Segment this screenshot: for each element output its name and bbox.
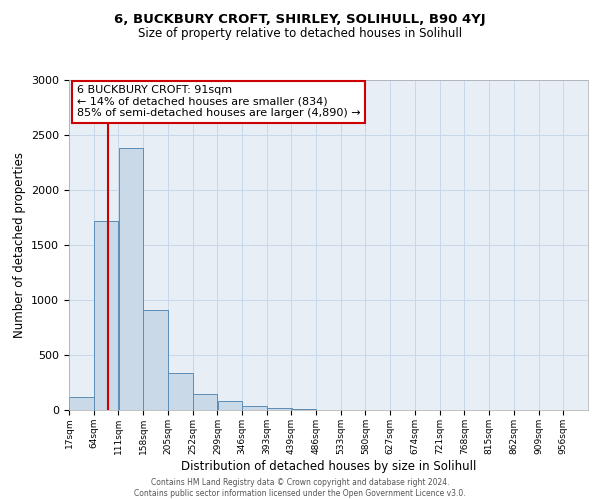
Bar — [143, 310, 168, 410]
Bar — [218, 401, 242, 410]
Text: 6, BUCKBURY CROFT, SHIRLEY, SOLIHULL, B90 4YJ: 6, BUCKBURY CROFT, SHIRLEY, SOLIHULL, B9… — [114, 12, 486, 26]
Bar — [69, 397, 94, 410]
Bar — [291, 409, 316, 410]
Y-axis label: Number of detached properties: Number of detached properties — [13, 152, 26, 338]
Text: 6 BUCKBURY CROFT: 91sqm
← 14% of detached houses are smaller (834)
85% of semi-d: 6 BUCKBURY CROFT: 91sqm ← 14% of detache… — [77, 85, 361, 118]
Bar — [94, 221, 118, 410]
Bar — [242, 406, 267, 410]
Bar — [119, 148, 143, 410]
Bar — [193, 394, 217, 410]
Text: Size of property relative to detached houses in Solihull: Size of property relative to detached ho… — [138, 28, 462, 40]
Text: Contains HM Land Registry data © Crown copyright and database right 2024.
Contai: Contains HM Land Registry data © Crown c… — [134, 478, 466, 498]
Bar — [168, 372, 193, 410]
X-axis label: Distribution of detached houses by size in Solihull: Distribution of detached houses by size … — [181, 460, 476, 472]
Bar — [267, 408, 292, 410]
